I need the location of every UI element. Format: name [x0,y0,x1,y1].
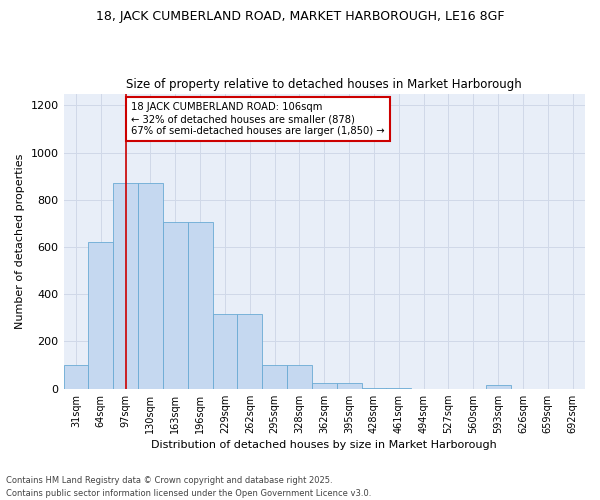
Bar [262,365,287,388]
Bar [485,385,511,388]
Text: 18, JACK CUMBERLAND ROAD, MARKET HARBOROUGH, LE16 8GF: 18, JACK CUMBERLAND ROAD, MARKET HARBORO… [96,10,504,23]
Bar [88,242,113,388]
Text: 18 JACK CUMBERLAND ROAD: 106sqm
← 32% of detached houses are smaller (878)
67% o: 18 JACK CUMBERLAND ROAD: 106sqm ← 32% of… [131,102,385,136]
Bar [212,314,238,388]
Bar [188,222,212,388]
Bar [64,365,88,388]
Bar [163,222,188,388]
Bar [138,184,163,388]
Bar [113,184,138,388]
Y-axis label: Number of detached properties: Number of detached properties [15,154,25,329]
Bar [337,383,362,388]
Bar [312,383,337,388]
X-axis label: Distribution of detached houses by size in Market Harborough: Distribution of detached houses by size … [151,440,497,450]
Text: Contains HM Land Registry data © Crown copyright and database right 2025.
Contai: Contains HM Land Registry data © Crown c… [6,476,371,498]
Title: Size of property relative to detached houses in Market Harborough: Size of property relative to detached ho… [127,78,522,91]
Bar [287,365,312,388]
Bar [238,314,262,388]
